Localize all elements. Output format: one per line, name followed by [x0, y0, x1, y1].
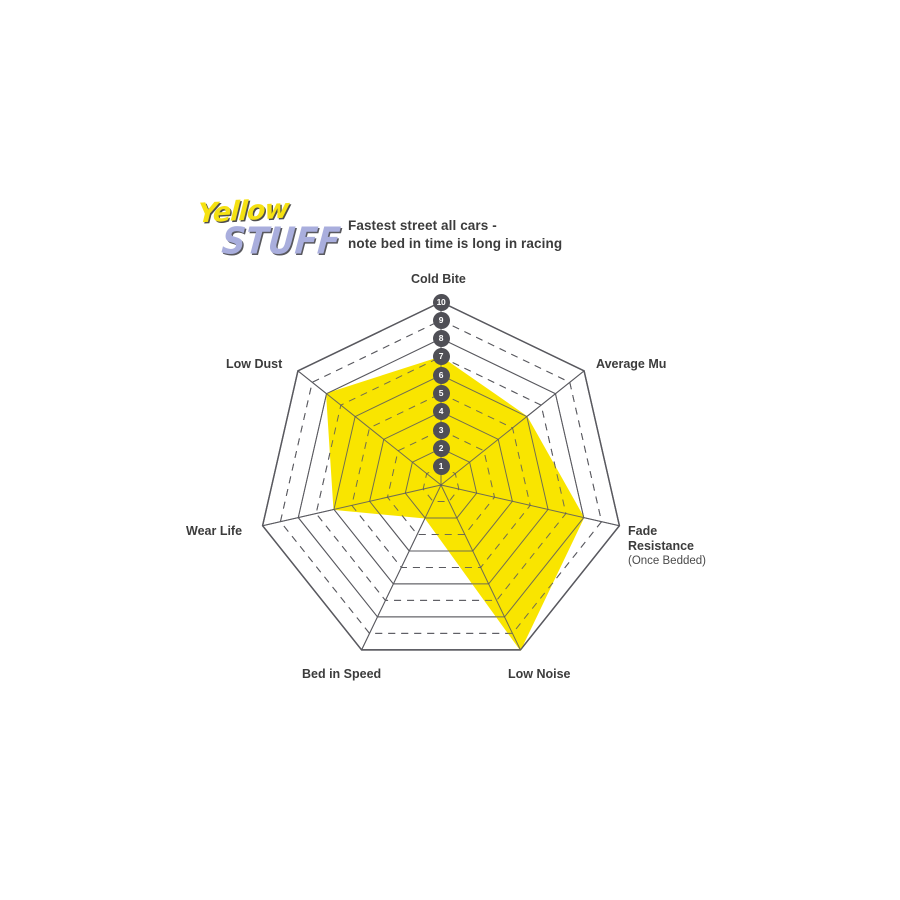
axis-label-average-mu-text: Average Mu: [596, 357, 667, 371]
radar-chart: 10 9 8 7 6 5 4 3 2 1 Cold Bite Average Mu Fade Re…: [150, 262, 750, 702]
chart-header: Yellow STUFF Fastest street all cars - n…: [196, 194, 616, 268]
axis-label-cold-bite-text: Cold Bite: [411, 272, 466, 286]
axis-label-low-dust: Low Dust: [226, 357, 282, 372]
radial-tick-3: 3: [432, 421, 450, 439]
axis-spoke: [440, 484, 521, 651]
axis-label-fade-resistance-sublabel: (Once Bedded): [628, 555, 706, 567]
radial-tick-9: 9: [432, 311, 450, 329]
axis-label-bed-in-speed: Bed in Speed: [302, 667, 381, 682]
grid-ring-dashed: [422, 466, 460, 502]
grid-ring-solid: [261, 301, 621, 651]
axis-label-low-noise-text: Low Noise: [508, 667, 571, 681]
axis-spoke: [440, 370, 585, 486]
yellowstuff-logo: Yellow STUFF: [196, 194, 342, 263]
radial-tick-2: 2: [432, 439, 450, 457]
radial-tick-6: 6: [432, 366, 450, 384]
axis-label-fade-resistance-text-1: Fade: [628, 524, 658, 538]
axis-label-wear-life: Wear Life: [186, 524, 242, 539]
axis-spoke: [262, 484, 442, 527]
axis-label-bed-in-speed-text: Bed in Speed: [302, 667, 382, 681]
radial-tick-4: 4: [432, 403, 450, 421]
axis-label-low-noise: Low Noise: [508, 667, 571, 682]
grid-ring-dashed: [351, 392, 531, 568]
grid-ring-solid: [333, 374, 549, 585]
radial-tick-5: 5: [432, 385, 450, 402]
radial-tick-7: 7: [432, 348, 450, 366]
grid-ring-solid: [369, 411, 513, 552]
axis-spoke: [440, 484, 620, 527]
radial-tick-1: 1: [432, 458, 450, 476]
axis-label-fade-resistance: Fade Resistance (Once Bedded): [628, 524, 706, 569]
grid-ring-solid: [297, 338, 585, 618]
radial-tick-8: 8: [432, 330, 450, 348]
axis-spoke: [361, 484, 442, 651]
radar-gridlines-overlay: [261, 301, 621, 651]
grid-ring-solid: [404, 447, 478, 519]
grid-ring-dashed: [279, 319, 603, 634]
axis-label-low-dust-text: Low Dust: [226, 357, 283, 371]
axis-label-wear-life-text: Wear Life: [186, 524, 243, 538]
axis-spoke: [297, 370, 442, 486]
logo-word-stuff: STUFF: [220, 218, 343, 263]
radial-tick-10: 10: [432, 293, 450, 311]
axis-label-cold-bite: Cold Bite: [411, 272, 466, 287]
grid-ring-dashed: [386, 429, 496, 535]
radar-plot-area: [261, 301, 621, 651]
chart-subtitle: Fastest street all cars - note bed in ti…: [348, 217, 562, 253]
subtitle-line-1: Fastest street all cars -: [348, 218, 497, 233]
axis-label-average-mu: Average Mu: [596, 357, 666, 372]
subtitle-line-2: note bed in time is long in racing: [348, 236, 563, 251]
axis-label-fade-resistance-text-2: Resistance: [628, 539, 695, 553]
